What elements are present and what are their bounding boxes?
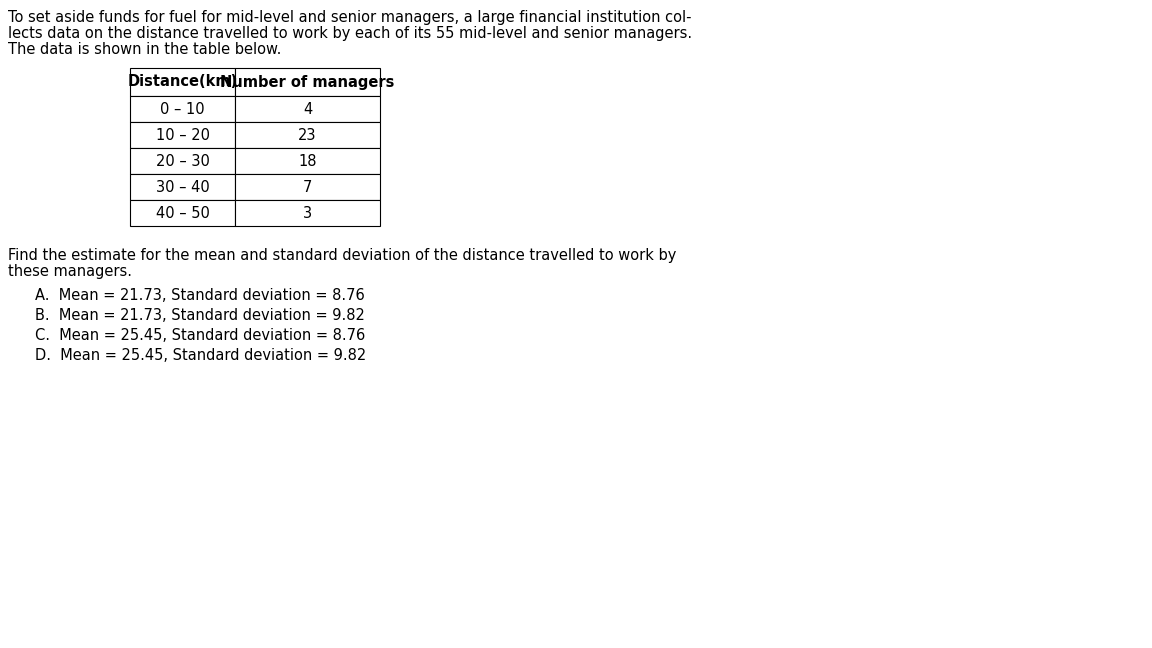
Text: 4: 4 (303, 102, 312, 117)
Text: these managers.: these managers. (8, 264, 132, 279)
Text: 3: 3 (303, 205, 312, 220)
Text: 40 – 50: 40 – 50 (156, 205, 210, 220)
Text: 20 – 30: 20 – 30 (156, 154, 210, 168)
Text: lects data on the distance travelled to work by each of its 55 mid-level and sen: lects data on the distance travelled to … (8, 26, 692, 41)
Text: C.  Mean = 25.45, Standard deviation = 8.76: C. Mean = 25.45, Standard deviation = 8.… (35, 328, 365, 343)
Text: 18: 18 (298, 154, 317, 168)
Text: 23: 23 (298, 128, 317, 143)
Text: D.  Mean = 25.45, Standard deviation = 9.82: D. Mean = 25.45, Standard deviation = 9.… (35, 348, 366, 363)
Text: Distance(km): Distance(km) (128, 75, 237, 89)
Text: 0 – 10: 0 – 10 (160, 102, 205, 117)
Text: 30 – 40: 30 – 40 (156, 179, 210, 194)
Text: A.  Mean = 21.73, Standard deviation = 8.76: A. Mean = 21.73, Standard deviation = 8.… (35, 288, 365, 303)
Text: Number of managers: Number of managers (220, 75, 395, 89)
Text: Find the estimate for the mean and standard deviation of the distance travelled : Find the estimate for the mean and stand… (8, 248, 676, 263)
Text: B.  Mean = 21.73, Standard deviation = 9.82: B. Mean = 21.73, Standard deviation = 9.… (35, 308, 365, 323)
Text: The data is shown in the table below.: The data is shown in the table below. (8, 42, 281, 57)
Text: 7: 7 (303, 179, 312, 194)
Text: To set aside funds for fuel for mid-level and senior managers, a large financial: To set aside funds for fuel for mid-leve… (8, 10, 691, 25)
Text: 10 – 20: 10 – 20 (156, 128, 210, 143)
